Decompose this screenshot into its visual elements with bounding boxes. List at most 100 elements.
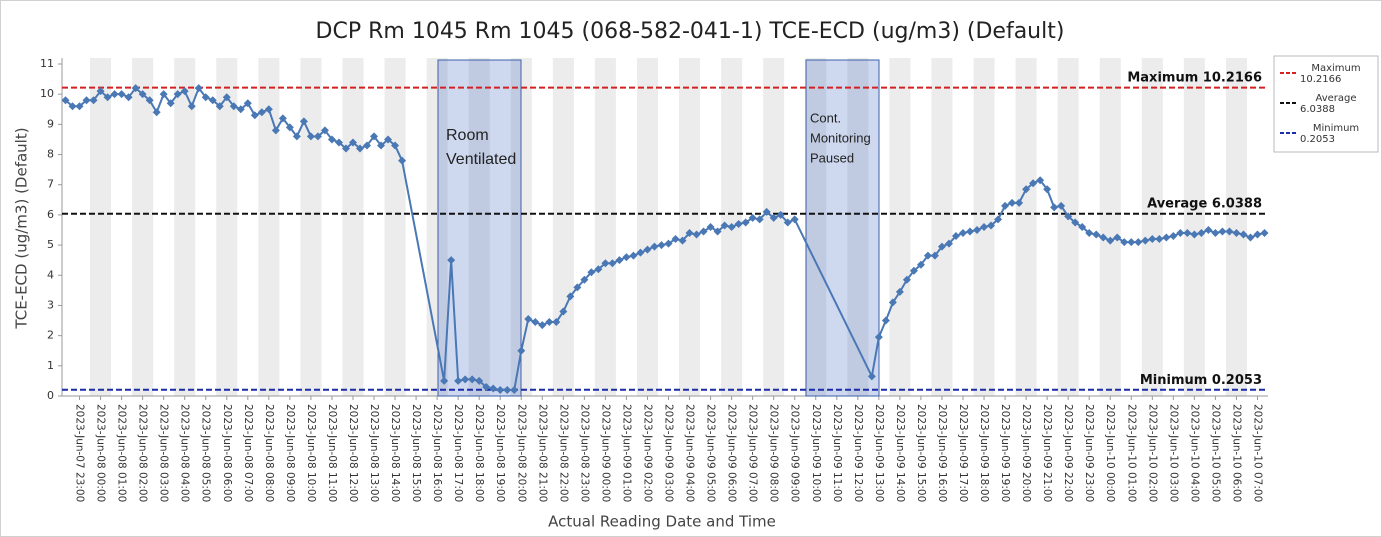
- data-point: [944, 239, 953, 248]
- reference-label: Average 6.0388: [1147, 196, 1262, 211]
- data-point: [1155, 235, 1164, 244]
- stripe: [1183, 58, 1205, 396]
- data-point: [194, 84, 203, 93]
- data-point: [531, 318, 540, 327]
- x-tick-label: 2023-Jun-10 06:00: [1230, 404, 1242, 502]
- data-point: [257, 108, 266, 117]
- x-tick-label: 2023-Jun-08 08:00: [263, 404, 275, 502]
- data-point: [110, 90, 119, 99]
- x-tick-label: 2023-Jun-09 15:00: [915, 404, 927, 502]
- data-point: [916, 260, 925, 269]
- x-tick-label: 2023-Jun-09 13:00: [873, 404, 885, 502]
- data-point: [601, 259, 610, 268]
- y-tick-label: 4: [47, 268, 54, 281]
- data-point: [264, 105, 273, 114]
- data-point: [1036, 176, 1045, 185]
- stripe: [552, 58, 574, 396]
- reference-label: Maximum 10.2166: [1127, 70, 1262, 85]
- stripe: [1099, 58, 1121, 396]
- data-point: [994, 215, 1003, 224]
- stripe: [931, 58, 953, 396]
- data-point: [1253, 230, 1262, 239]
- data-point: [454, 376, 463, 385]
- x-tick-label: 2023-Jun-09 14:00: [894, 404, 906, 502]
- x-tick-label: 2023-Jun-08 15:00: [410, 404, 422, 502]
- data-point: [447, 256, 456, 265]
- data-point: [874, 333, 883, 342]
- x-tick-label: 2023-Jun-09 07:00: [747, 404, 759, 502]
- data-point: [1218, 227, 1227, 236]
- x-tick-label: 2023-Jun-08 04:00: [179, 404, 191, 502]
- x-tick-label: 2023-Jun-08 16:00: [431, 404, 443, 502]
- y-tick-label: 5: [47, 238, 54, 251]
- data-point: [671, 235, 680, 244]
- data-point: [306, 132, 315, 141]
- x-tick-label: 2023-Jun-09 00:00: [599, 404, 611, 502]
- annotation-text: Ventilated: [446, 151, 516, 168]
- data-point: [629, 251, 638, 260]
- data-point: [1043, 185, 1052, 194]
- data-point: [236, 105, 245, 114]
- data-point: [1260, 229, 1269, 238]
- data-point: [348, 138, 357, 147]
- data-point: [475, 376, 484, 385]
- data-point: [902, 275, 911, 284]
- data-point: [1085, 229, 1094, 238]
- x-tick-label: 2023-Jun-09 03:00: [663, 404, 675, 502]
- x-tick-label: 2023-Jun-10 07:00: [1251, 404, 1263, 502]
- data-point: [1120, 238, 1129, 247]
- annotation-text: Monitoring: [810, 130, 871, 145]
- y-axis-label: TCE-ECD (ug/m3) (Default): [13, 127, 31, 329]
- x-tick-label: 2023-Jun-09 22:00: [1062, 404, 1074, 502]
- data-point: [930, 251, 939, 260]
- data-point: [545, 318, 554, 327]
- legend-name: Maximum: [1311, 63, 1360, 74]
- data-point: [208, 96, 217, 105]
- data-point: [517, 346, 526, 355]
- data-point: [327, 135, 336, 144]
- y-tick-label: 2: [47, 329, 54, 342]
- data-point: [1106, 236, 1115, 245]
- x-tick-label: 2023-Jun-08 21:00: [536, 404, 548, 502]
- x-tick-label: 2023-Jun-10 05:00: [1209, 404, 1221, 502]
- x-tick-label: 2023-Jun-09 08:00: [768, 404, 780, 502]
- reference-value: 10.2166: [1203, 70, 1262, 85]
- data-point: [769, 213, 778, 222]
- data-point: [1197, 229, 1206, 238]
- data-point: [1148, 235, 1157, 244]
- data-point: [748, 213, 757, 222]
- x-tick-label: 2023-Jun-08 14:00: [389, 404, 401, 502]
- data-point: [615, 256, 624, 265]
- x-tick-label: 2023-Jun-08 18:00: [473, 404, 485, 502]
- y-tick-label: 11: [40, 57, 54, 70]
- data-point: [966, 227, 975, 236]
- data-point: [608, 259, 617, 268]
- data-point: [622, 253, 631, 262]
- annotation-text: Room: [446, 127, 489, 144]
- data-point: [496, 385, 505, 394]
- x-tick-label: 2023-Jun-10 01:00: [1125, 404, 1137, 502]
- stripe: [174, 58, 196, 396]
- data-point: [1183, 229, 1192, 238]
- data-point: [1127, 238, 1136, 247]
- legend-value: 10.2166: [1300, 74, 1341, 85]
- x-tick-label: 2023-Jun-08 05:00: [200, 404, 212, 502]
- data-point: [440, 376, 449, 385]
- data-point: [580, 275, 589, 284]
- stripe: [300, 58, 322, 396]
- stripe: [216, 58, 238, 396]
- data-point: [117, 90, 126, 99]
- data-point: [103, 93, 112, 102]
- data-point: [152, 108, 161, 117]
- data-point: [370, 132, 379, 141]
- data-point: [636, 248, 645, 257]
- reference-value: 6.0388: [1212, 196, 1262, 211]
- data-point: [973, 226, 982, 234]
- x-tick-label: 2023-Jun-09 04:00: [684, 404, 696, 502]
- data-point: [243, 99, 252, 108]
- data-point: [1057, 201, 1066, 210]
- reference-label: Minimum 0.2053: [1140, 372, 1262, 387]
- data-point: [468, 375, 477, 384]
- data-point: [1001, 201, 1010, 210]
- data-point: [1022, 185, 1031, 194]
